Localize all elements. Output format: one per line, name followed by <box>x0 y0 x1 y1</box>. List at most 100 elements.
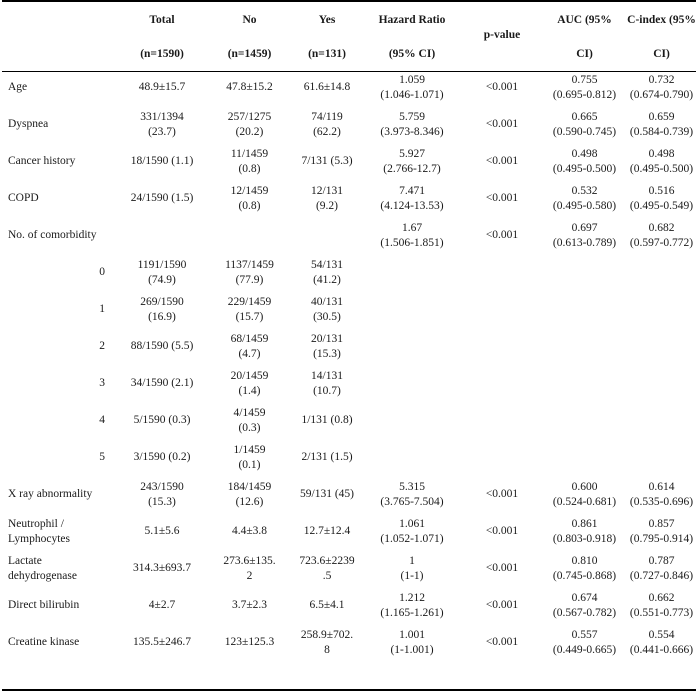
cell-p: <0.001 <box>485 636 519 648</box>
cell-p <box>462 402 542 439</box>
cell-p: <0.001 <box>485 118 519 130</box>
cell-total: 243/1590 (15.3) <box>140 480 184 508</box>
cell-cindex: 0.659 (0.584-0.739) <box>629 110 694 138</box>
cell-yes: 20/131 (15.3) <box>311 332 343 360</box>
cell-auc <box>542 328 627 365</box>
header-no: No <box>242 14 257 26</box>
cell-yes: 74/119 (62.2) <box>311 110 343 138</box>
cell-hr: 1.001 (1-1.001) <box>390 628 434 656</box>
cell-hr <box>362 328 462 365</box>
header-auc: AUC (95% <box>557 14 612 26</box>
cell-cindex <box>627 254 696 291</box>
cell-cindex: 0.732 (0.674-0.790) <box>629 73 694 101</box>
cell-no: 1137/1459 (77.9) <box>225 258 274 286</box>
cell-auc: 0.674 (0.567-0.782) <box>552 591 617 619</box>
table-row: Neutrophil / Lymphocytes 5.1±5.6 4.4±3.8 12.… <box>2 513 696 550</box>
cell-no: 4.4±3.8 <box>231 525 268 537</box>
cell-cindex: 0.498 (0.495-0.500) <box>629 147 694 175</box>
table-bottom-rule <box>2 689 696 691</box>
table-row: 3 34/1590 (2.1) 20/1459 (1.4) 14/131 (10.7) <box>2 365 696 402</box>
cell-auc <box>542 254 627 291</box>
cell-total: 4±2.7 <box>148 599 176 611</box>
cell-p: <0.001 <box>485 192 519 204</box>
cell-no: 47.8±15.2 <box>226 81 273 93</box>
cell-yes: 59/131 (45) <box>300 488 354 500</box>
cell-yes: 1/131 (0.8) <box>301 414 353 426</box>
cell-total: 5.1±5.6 <box>144 525 180 537</box>
table-row: 5 3/1590 (0.2) 1/1459 (0.1) 2/131 (1.5) <box>2 439 696 476</box>
variable-name: COPD <box>8 192 39 204</box>
cell-hr <box>362 291 462 328</box>
cell-p: <0.001 <box>485 229 519 241</box>
cell-no: 184/1459 (12.6) <box>227 480 272 508</box>
table-row: Dyspnea 331/1394 (23.7) 257/1275 (20.2) 74/11… <box>2 106 696 143</box>
cell-cindex: 0.516 (0.495-0.549) <box>629 184 694 212</box>
variable-name: Lactate dehydrogenase <box>8 554 77 582</box>
cell-auc: 0.498 (0.495-0.500) <box>552 147 617 175</box>
cell-p: <0.001 <box>485 599 519 611</box>
header-blank-2 <box>2 39 117 69</box>
cell-auc <box>542 439 627 476</box>
cell-cindex: 0.857 (0.795-0.914) <box>629 517 694 545</box>
cell-yes: 2/131 (1.5) <box>301 451 353 463</box>
table-header-rule <box>2 71 696 72</box>
variable-name: Creatine kinase <box>8 636 80 648</box>
table-row: X ray abnormality 243/1590 (15.3) 184/1459(… <box>2 476 696 513</box>
cell-total: 5/1590 (0.3) <box>133 414 191 426</box>
cell-yes: 40/131 (30.5) <box>311 295 343 323</box>
header-total: Total <box>149 14 175 26</box>
cell-cindex <box>627 439 696 476</box>
cell-no: 1/1459 (0.1) <box>233 443 266 471</box>
header-auc-ci: CI) <box>576 47 593 60</box>
header-p-value: p-value <box>483 29 521 41</box>
cell-no: 273.6±135. 2 <box>223 554 276 582</box>
cell-auc <box>542 291 627 328</box>
cell-p <box>462 328 542 365</box>
table-row: Creatine kinase 135.5±246.7 123±125.3 258.9… <box>2 624 696 661</box>
variable-name: Neutrophil / Lymphocytes <box>8 517 70 545</box>
cell-p <box>462 365 542 402</box>
cell-yes: 61.6±14.8 <box>303 81 351 93</box>
cell-no <box>207 217 292 254</box>
table-body: Age 48.9±15.7 47.8±15.2 61.6±14.8 1.059 (1.04… <box>2 69 696 661</box>
header-blank <box>2 0 117 39</box>
comorbidity-level: 0 <box>99 266 105 278</box>
cell-cindex: 0.787 (0.727-0.846) <box>629 554 694 582</box>
cell-hr: 1.061 (1.052-1.071) <box>380 517 444 545</box>
cell-hr: 1.67 (1.506-1.851) <box>380 221 444 249</box>
cell-total: 1191/1590 (74.9) <box>137 258 187 286</box>
cell-cindex <box>627 402 696 439</box>
variable-name: Dyspnea <box>8 118 49 130</box>
table-row: 1 269/1590 (16.9) 229/1459 (15.7) 40/131 (30.5… <box>2 291 696 328</box>
cell-cindex: 0.554 (0.441-0.666) <box>629 628 694 656</box>
cell-p: <0.001 <box>485 562 519 574</box>
table-row: COPD 24/1590 (1.5) 12/1459 (0.8) 12/131 (9.2)… <box>2 180 696 217</box>
cell-p <box>462 254 542 291</box>
variable-name: No. of comorbidity <box>8 229 97 241</box>
cell-hr: 1 (1-1) <box>400 554 424 582</box>
table-row: 4 5/1590 (0.3) 4/1459 (0.3) 1/131 (0.8) <box>2 402 696 439</box>
cell-hr <box>362 254 462 291</box>
cell-p <box>462 439 542 476</box>
header-no-n: (n=1459) <box>227 47 272 60</box>
cell-auc: 0.665 (0.590-0.745) <box>552 110 617 138</box>
cell-p: <0.001 <box>485 488 519 500</box>
cell-hr: 1.059 (1.046-1.071) <box>380 73 444 101</box>
cell-no: 11/1459 (0.8) <box>230 147 269 175</box>
cell-p: <0.001 <box>485 155 519 167</box>
cell-yes: 723.6±2239.5 <box>299 554 355 582</box>
table-row: 2 88/1590 (5.5) 68/1459 (4.7) 20/131 (15.3) <box>2 328 696 365</box>
cell-total: 48.9±15.7 <box>138 81 186 93</box>
cell-yes: 12.7±12.4 <box>303 525 351 537</box>
cell-total: 3/1590 (0.2) <box>133 451 191 463</box>
cell-cindex: 0.614 (0.535-0.696) <box>629 480 694 508</box>
cell-total: 135.5±246.7 <box>132 636 192 648</box>
cell-hr <box>362 402 462 439</box>
cell-auc: 0.557 (0.449-0.665) <box>552 628 617 656</box>
cell-yes: 54/131 (41.2) <box>311 258 343 286</box>
results-table: Total No Yes Hazard Ratio p-value AUC (9… <box>2 0 696 661</box>
variable-name: Cancer history <box>8 155 76 167</box>
cell-p: <0.001 <box>485 525 519 537</box>
variable-name: Direct bilirubin <box>8 599 80 611</box>
